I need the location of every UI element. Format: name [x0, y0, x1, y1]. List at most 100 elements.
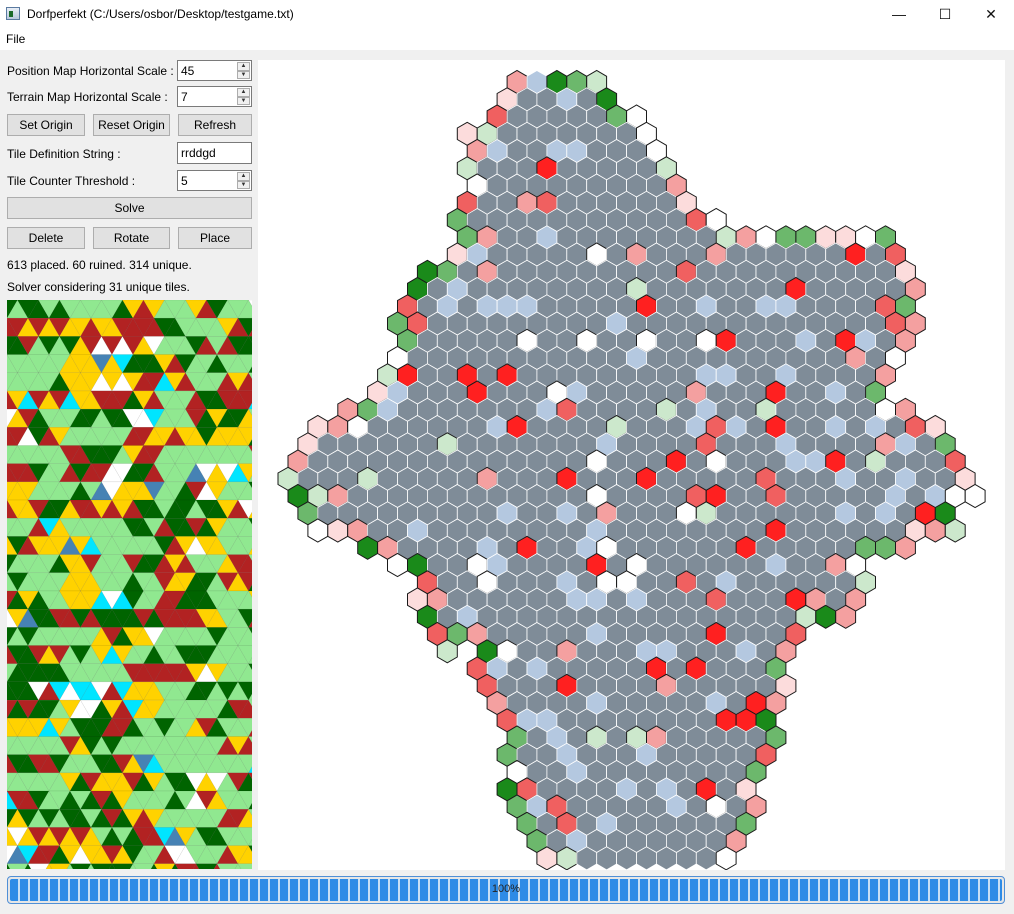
placement-summary: 613 placed. 60 ruined. 314 unique.: [7, 258, 192, 272]
hex-tile[interactable]: [436, 639, 458, 664]
spin-down-icon[interactable]: ▼: [237, 70, 250, 79]
position-scale-label: Position Map Horizontal Scale :: [7, 64, 174, 78]
menu-file[interactable]: File: [6, 32, 26, 46]
maximize-button[interactable]: ☐: [922, 0, 968, 28]
terrain-triangle: [206, 845, 228, 865]
terrain-triangle: [38, 663, 60, 683]
terrain-triangle: [7, 645, 18, 664]
terrain-triangle: [248, 693, 252, 701]
spin-down-icon[interactable]: ▼: [237, 180, 250, 189]
terrain-triangle: [27, 863, 50, 869]
hex-tile[interactable]: [536, 846, 558, 870]
terrain-triangle: [80, 627, 102, 647]
minimize-button[interactable]: —: [876, 0, 922, 28]
terrain-triangle: [66, 863, 74, 869]
solve-button[interactable]: Solve: [7, 197, 252, 219]
terrain-triangle: [17, 445, 39, 465]
terrain-triangle: [206, 699, 228, 719]
terrain-triangle: [7, 863, 29, 869]
terrain-triangle: [164, 845, 186, 865]
terrain-triangle: [237, 390, 252, 410]
terrain-triangle: [122, 845, 144, 865]
terrain-triangle: [48, 754, 71, 774]
terrain-triangle: [69, 863, 92, 869]
tile-threshold-value: 5: [181, 174, 188, 188]
terrain-triangle: [7, 663, 18, 683]
terrain-triangle: [237, 863, 252, 869]
terrain-triangle: [17, 845, 39, 865]
terrain-triangle: [248, 366, 252, 373]
terrain-triangle: [7, 699, 18, 719]
terrain-triangle: [7, 627, 18, 647]
hex-tile[interactable]: [835, 604, 857, 629]
terrain-triangle: [216, 790, 239, 810]
position-scale-spinbox[interactable]: 45 ▲ ▼: [177, 60, 252, 81]
terrain-triangle: [7, 681, 18, 701]
terrain-triangle: [38, 845, 60, 865]
tile-definition-input[interactable]: rrddgd: [177, 142, 252, 164]
minimize-icon: —: [892, 6, 906, 22]
hex-tile[interactable]: [715, 846, 737, 870]
terrain-triangle: [38, 627, 60, 647]
hex-tile[interactable]: [944, 518, 966, 543]
terrain-triangle: [237, 463, 252, 483]
spin-up-icon[interactable]: ▲: [237, 62, 250, 71]
terrain-triangle: [153, 572, 176, 592]
reset-origin-button[interactable]: Reset Origin: [93, 114, 170, 136]
terrain-triangle: [248, 772, 252, 780]
terrain-triangle: [174, 863, 197, 869]
terrain-triangle: [7, 572, 29, 592]
terrain-triangle: [237, 645, 252, 665]
terrain-triangle: [90, 754, 113, 774]
terrain-triangle: [101, 699, 123, 719]
rotate-button[interactable]: Rotate: [93, 227, 170, 249]
terrain-triangle: [237, 608, 252, 628]
terrain-map[interactable]: [7, 300, 252, 869]
terrain-triangle: [248, 620, 252, 628]
terrain-triangle: [195, 572, 218, 592]
terrain-triangle: [171, 863, 179, 869]
delete-button[interactable]: Delete: [7, 227, 85, 249]
spin-up-icon[interactable]: ▲: [237, 88, 250, 97]
hex-tile[interactable]: [357, 535, 379, 560]
terrain-triangle: [7, 499, 18, 519]
terrain-triangle: [132, 390, 155, 410]
terrain-triangle: [69, 754, 92, 774]
hex-tile[interactable]: [895, 535, 916, 560]
terrain-triangle: [195, 863, 218, 869]
terrain-triangle: [7, 445, 18, 465]
close-button[interactable]: ✕: [968, 0, 1014, 28]
terrain-triangle: [90, 572, 113, 592]
terrain-triangle: [59, 699, 81, 719]
hex-tile[interactable]: [556, 846, 578, 870]
place-button[interactable]: Place: [178, 227, 252, 249]
spin-down-icon[interactable]: ▼: [237, 96, 250, 105]
terrain-triangle: [69, 572, 92, 592]
terrain-triangle: [237, 754, 252, 774]
refresh-button[interactable]: Refresh: [178, 114, 252, 136]
terrain-triangle: [164, 445, 186, 465]
terrain-triangle: [248, 766, 252, 774]
terrain-triangle: [111, 754, 134, 774]
set-origin-button[interactable]: Set Origin: [7, 114, 85, 136]
tile-threshold-spinbox[interactable]: 5 ▲ ▼: [177, 170, 252, 191]
terrain-triangle: [80, 845, 102, 865]
hex-tile[interactable]: [875, 535, 896, 560]
terrain-triangle: [248, 699, 252, 707]
terrain-triangle: [153, 390, 176, 410]
terrain-triangle: [248, 402, 252, 410]
spin-up-icon[interactable]: ▲: [237, 172, 250, 181]
window-title: Dorfperfekt (C:/Users/osbor/Desktop/test…: [27, 7, 294, 21]
terrain-triangle: [248, 729, 252, 737]
hex-tile[interactable]: [964, 483, 986, 509]
position-map[interactable]: [258, 60, 1005, 870]
terrain-triangle: [248, 481, 252, 489]
terrain-triangle: [227, 845, 249, 865]
hex-tile[interactable]: [815, 604, 837, 629]
terrain-scale-spinbox[interactable]: 7 ▲ ▼: [177, 86, 252, 107]
terrain-triangle: [7, 754, 29, 774]
position-scale-value: 45: [181, 64, 195, 78]
terrain-triangle: [185, 845, 207, 865]
terrain-triangle: [143, 627, 165, 647]
terrain-triangle: [48, 790, 71, 810]
